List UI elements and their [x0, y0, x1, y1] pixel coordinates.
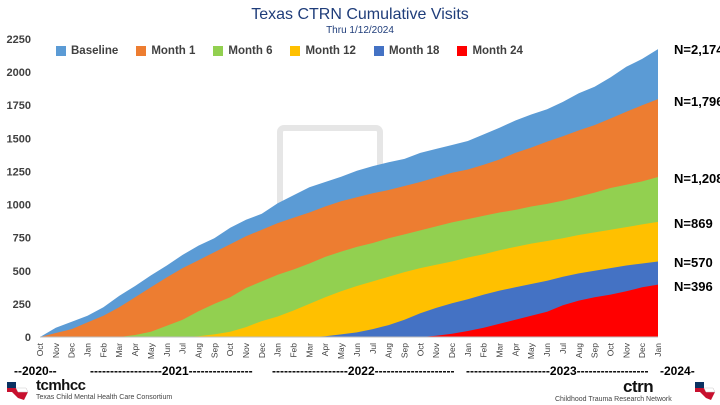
tcmhcc-logo: tcmhcc Texas Child Mental Health Care Co… [4, 377, 194, 405]
x-tick-label: Apr [320, 343, 330, 356]
tcmhcc-caption: Texas Child Mental Health Care Consortiu… [36, 394, 173, 401]
legend-item-month-1: Month 1 [136, 45, 195, 57]
y-tick-label: 1000 [7, 200, 31, 212]
x-tick-label: Dec [637, 342, 647, 358]
end-label-baseline: N=2,174 [674, 42, 720, 57]
legend-swatch [373, 46, 384, 56]
x-tick-label: Nov [621, 342, 631, 358]
x-tick-label: Feb [289, 343, 299, 358]
x-tick-label: Aug [574, 343, 584, 358]
legend-item-month-24: Month 24 [457, 45, 523, 57]
legend-swatch [136, 46, 147, 56]
chart-title: Texas CTRN Cumulative Visits [251, 6, 469, 23]
y-tick-label: 1250 [7, 166, 31, 178]
x-tick-label: Oct [415, 342, 425, 356]
x-tick-label: Oct [225, 342, 235, 356]
x-tick-label: Aug [193, 343, 203, 358]
y-tick-label: 1750 [7, 100, 31, 112]
x-tick-label: Nov [431, 342, 441, 358]
year-2023: ---------------------2023---------------… [466, 364, 649, 378]
legend-label: Month 6 [228, 45, 273, 57]
area-month-18 [40, 261, 658, 337]
x-tick-label: Nov [241, 342, 251, 358]
legend-item-month-18: Month 18 [373, 45, 440, 57]
ctrn-caption: Childhood Trauma Research Network [555, 396, 672, 403]
legend-swatch [290, 46, 301, 56]
legend-item-month-6: Month 6 [213, 45, 272, 57]
x-tick-label: Jul [368, 343, 378, 354]
x-tick-label: Sep [209, 343, 219, 358]
x-tick-label: Feb [98, 343, 108, 358]
end-label-month-6: N=1,208 [674, 171, 720, 186]
x-tick-label: Mar [304, 343, 314, 358]
year-2022: -------------------2022-----------------… [272, 364, 455, 378]
end-label-month-1: N=1,796 [674, 94, 720, 109]
legend-swatch [457, 46, 468, 56]
legend-item-baseline: Baseline [56, 45, 118, 57]
x-tick-label: Mar [114, 343, 124, 358]
area-month-24 [40, 284, 658, 337]
legend-label: Month 24 [472, 45, 523, 57]
y-tick-label: 750 [13, 233, 31, 245]
x-tick-label: May [146, 342, 156, 359]
x-tick-label: Jun [352, 343, 362, 357]
chart-subtitle: Thru 1/12/2024 [326, 25, 394, 36]
legend: Baseline Month 1 Month 6 Month 12 Month … [56, 45, 523, 57]
texas-flag-icon [7, 382, 29, 400]
texas-flag-icon [695, 382, 716, 400]
ctrn-logo: ctrn Childhood Trauma Research Network [555, 377, 720, 405]
x-tick-label: Jan [463, 343, 473, 357]
end-label-month-24: N=396 [674, 279, 713, 294]
x-tick-label: Feb [479, 343, 489, 358]
x-tick-label: Jun [162, 343, 172, 357]
y-tick-label: 0 [25, 332, 31, 344]
x-tick-label: Jan [653, 343, 663, 357]
x-tick-label: Jan [273, 343, 283, 357]
year-2024: -2024- [660, 364, 695, 378]
ctrn-name: ctrn [623, 377, 654, 396]
x-tick-label: Jul [178, 343, 188, 354]
x-tick-label: May [336, 342, 346, 359]
end-label-month-12: N=869 [674, 216, 713, 231]
end-label-month-18: N=570 [674, 255, 713, 270]
x-tick-label: Oct [605, 342, 615, 356]
y-tick-label: 2250 [7, 34, 31, 46]
legend-label: Month 12 [305, 45, 356, 57]
legend-swatch [213, 46, 224, 56]
x-tick-label: Dec [257, 342, 267, 358]
x-tick-label: Apr [130, 343, 140, 356]
x-tick-label: Jul [558, 343, 568, 354]
x-tick-label: Jan [83, 343, 93, 357]
tcmhcc-name: tcmhcc [36, 377, 86, 394]
legend-label: Baseline [71, 45, 119, 57]
x-tick-label: May [526, 342, 536, 359]
x-tick-label: Sep [399, 343, 409, 358]
y-tick-label: 2000 [7, 67, 31, 79]
x-tick-label: Jun [542, 343, 552, 357]
legend-item-month-12: Month 12 [290, 45, 356, 57]
legend-label: Month 1 [151, 45, 196, 57]
x-tick-label: Dec [447, 342, 457, 358]
x-tick-label: Aug [384, 343, 394, 358]
year-2021: ------------------2021---------------- [90, 364, 253, 378]
y-tick-label: 1500 [7, 133, 31, 145]
y-tick-label: 500 [13, 266, 31, 278]
year-2020: --2020-- [14, 364, 57, 378]
x-tick-label: Dec [67, 342, 77, 358]
legend-label: Month 18 [388, 45, 440, 57]
x-tick-label: Oct [35, 342, 45, 356]
legend-swatch [56, 46, 66, 56]
x-tick-label: Sep [590, 343, 600, 358]
x-tick-label: Mar [495, 343, 505, 358]
x-tick-label: Apr [510, 343, 520, 356]
x-tick-label: Nov [51, 342, 61, 358]
y-tick-label: 250 [13, 299, 31, 311]
